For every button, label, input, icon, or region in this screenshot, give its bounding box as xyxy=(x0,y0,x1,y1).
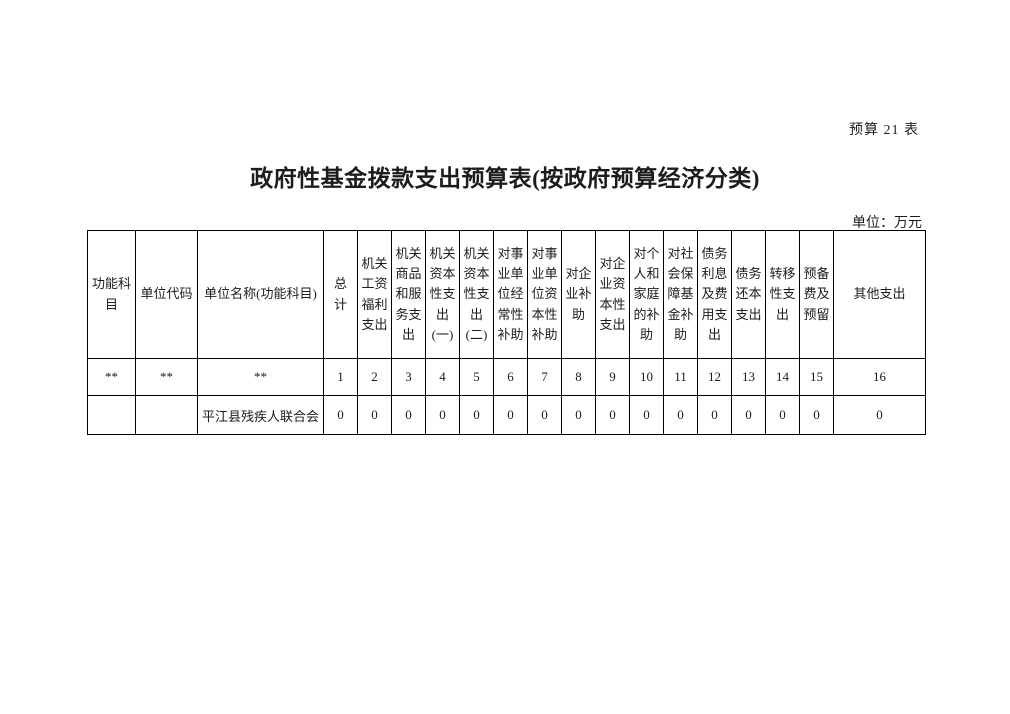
header-cell: 单位代码 xyxy=(135,230,198,359)
data-cell xyxy=(87,395,136,435)
index-cell: 13 xyxy=(731,358,766,396)
header-cell: 对事 业单 位资 本性 补助 xyxy=(527,230,562,359)
unit-label: 单位：万元 xyxy=(852,216,922,231)
index-cell: 8 xyxy=(561,358,596,396)
index-cell: 3 xyxy=(391,358,426,396)
header-cell: 其他支出 xyxy=(833,230,926,359)
header-cell: 对事 业单 位经 常性 补助 xyxy=(493,230,528,359)
index-cell: 16 xyxy=(833,358,926,396)
index-cell: 6 xyxy=(493,358,528,396)
data-cell: 0 xyxy=(357,395,392,435)
data-cell: 平江县残疾人联合会 xyxy=(197,395,324,435)
index-cell: ** xyxy=(87,358,136,396)
data-cell: 0 xyxy=(425,395,460,435)
data-cell: 0 xyxy=(527,395,562,435)
header-cell: 总 计 xyxy=(323,230,358,359)
header-cell: 预备 费及 预留 xyxy=(799,230,834,359)
header-cell: 机关 商品 和服 务支 出 xyxy=(391,230,426,359)
budget-table-body: 功能科目 单位代码 单位名称(功能科目) 总 计机关 工资 福利 支出 机关 商品 和服… xyxy=(87,230,926,435)
index-cell: 7 xyxy=(527,358,562,396)
data-cell: 0 xyxy=(799,395,834,435)
header-cell: 对企 业资 本性 支出 xyxy=(595,230,630,359)
header-cell: 机关 资本 性支 出 (一) xyxy=(425,230,460,359)
header-cell: 对个 人和 家庭 的补 助 xyxy=(629,230,664,359)
index-cell: 12 xyxy=(697,358,732,396)
index-cell: ** xyxy=(135,358,198,396)
data-cell: 0 xyxy=(731,395,766,435)
index-cell: ** xyxy=(197,358,324,396)
data-cell: 0 xyxy=(595,395,630,435)
data-cell: 0 xyxy=(493,395,528,435)
data-cell: 0 xyxy=(833,395,926,435)
data-cell: 0 xyxy=(629,395,664,435)
header-cell: 机关 资本 性支 出 (二) xyxy=(459,230,494,359)
data-cell xyxy=(135,395,198,435)
table-row: 平江县残疾人联合会 0 0 0 0 0 0 0 0 0 0 0 0 0 0 0 0 xyxy=(87,395,926,435)
header-cell: 机关 工资 福利 支出 xyxy=(357,230,392,359)
page-title: 政府性基金拨款支出预算表(按政府预算经济分类) xyxy=(250,166,760,191)
header-cell: 对社 会保 障基 金补 助 xyxy=(663,230,698,359)
header-cell: 转移 性支 出 xyxy=(765,230,800,359)
data-cell: 0 xyxy=(323,395,358,435)
index-cell: 15 xyxy=(799,358,834,396)
data-cell: 0 xyxy=(663,395,698,435)
header-cell: 单位名称(功能科目) xyxy=(197,230,324,359)
header-cell: 功能科目 xyxy=(87,230,136,359)
index-cell: 4 xyxy=(425,358,460,396)
data-cell: 0 xyxy=(391,395,426,435)
header-cell: 债务 利息 及费 用支 出 xyxy=(697,230,732,359)
index-row: ** ** ** 1 2 3 4 5 6 7 8 9 10 11 12 13 14 15 16 xyxy=(87,358,926,396)
index-cell: 2 xyxy=(357,358,392,396)
data-cell: 0 xyxy=(561,395,596,435)
index-cell: 14 xyxy=(765,358,800,396)
index-cell: 10 xyxy=(629,358,664,396)
data-cell: 0 xyxy=(459,395,494,435)
index-cell: 9 xyxy=(595,358,630,396)
header-cell: 债务 还本 支出 xyxy=(731,230,766,359)
index-cell: 5 xyxy=(459,358,494,396)
index-cell: 1 xyxy=(323,358,358,396)
header-cell: 对企 业补 助 xyxy=(561,230,596,359)
budget-table: 功能科目 单位代码 单位名称(功能科目) 总 计机关 工资 福利 支出 机关 商品 和服… xyxy=(87,230,926,435)
corner-label: 预算 21 表 xyxy=(849,123,919,138)
index-cell: 11 xyxy=(663,358,698,396)
data-cell: 0 xyxy=(697,395,732,435)
data-cell: 0 xyxy=(765,395,800,435)
header-row: 功能科目 单位代码 单位名称(功能科目) 总 计机关 工资 福利 支出 机关 商品 和服… xyxy=(87,230,926,359)
